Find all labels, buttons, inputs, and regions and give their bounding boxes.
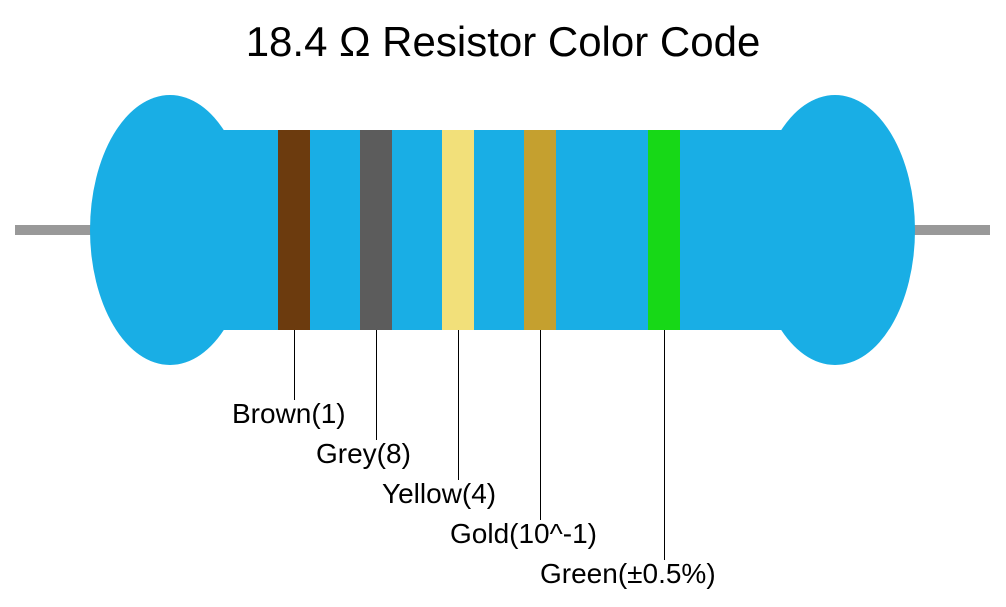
callout-label-4: Gold(10^-1) (450, 518, 597, 550)
resistor-body (170, 130, 835, 330)
callout-line-2 (376, 330, 377, 440)
band-3 (442, 130, 474, 330)
callout-label-3: Yellow(4) (382, 478, 496, 510)
callout-label-5: Green(±0.5%) (540, 558, 716, 590)
band-2 (360, 130, 392, 330)
diagram-title: 18.4 Ω Resistor Color Code (0, 18, 1006, 66)
band-1 (278, 130, 310, 330)
callout-label-2: Grey(8) (316, 438, 411, 470)
callout-line-5 (664, 330, 665, 560)
callout-line-1 (294, 330, 295, 400)
band-5 (648, 130, 680, 330)
callout-line-4 (540, 330, 541, 520)
band-4 (524, 130, 556, 330)
callout-label-1: Brown(1) (232, 398, 346, 430)
diagram-stage: { "title": { "text": "18.4 Ω Resistor Co… (0, 0, 1006, 607)
callout-line-3 (458, 330, 459, 480)
